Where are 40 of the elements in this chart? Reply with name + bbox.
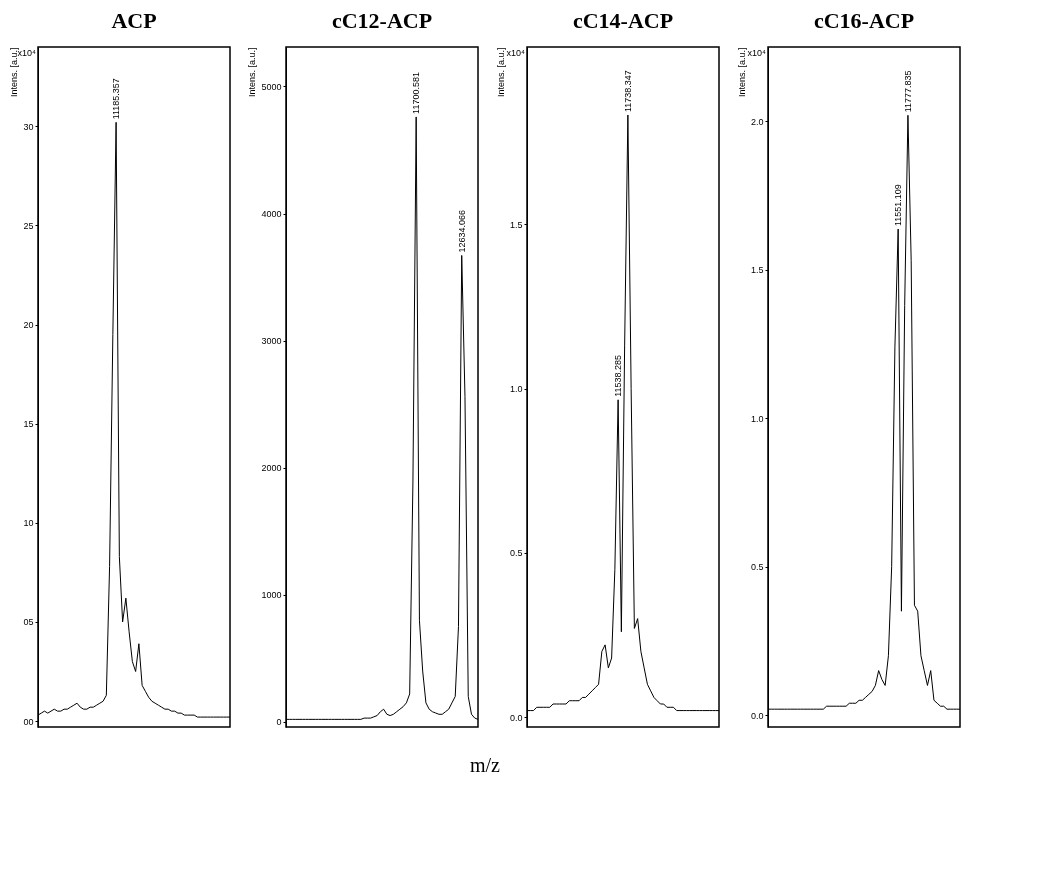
- y-axis-title: Intens. [a.u.]: [495, 47, 506, 98]
- y-tick-label: 15: [23, 419, 34, 430]
- y-tick-label: 0.5: [750, 562, 764, 573]
- y-tick-label: 1.0: [509, 384, 523, 395]
- y-tick-label: 5000: [261, 81, 282, 92]
- y-tick-label: 00: [23, 716, 34, 727]
- text: x10⁴: [747, 48, 767, 58]
- chart-title: cC14-ACP: [572, 8, 674, 33]
- chart-title: cC12-ACP: [331, 8, 433, 33]
- y-tick-label: 1.0: [750, 413, 764, 424]
- chart-title: cC16-ACP: [813, 8, 915, 33]
- y-tick-label: 0.0: [509, 712, 523, 723]
- y-tick-label: 0.0: [750, 710, 764, 721]
- annotation: 11738.347: [622, 70, 633, 112]
- text: x10⁴: [506, 48, 526, 58]
- y-tick-label: 2000: [261, 463, 282, 474]
- y-tick-label: 10: [23, 518, 34, 529]
- y-axis-title: Intens. [a.u.]: [247, 47, 258, 98]
- y-tick-label: 30: [23, 121, 34, 132]
- x-axis-title: m/z: [469, 753, 501, 776]
- y-axis-title: Intens. [a.u.]: [736, 47, 747, 98]
- y-axis-title: Intens. [a.u.]: [9, 47, 20, 98]
- annotation: 12634.066: [456, 209, 467, 253]
- annotation: 11538.285: [613, 354, 624, 397]
- y-tick-label: 05: [23, 617, 34, 628]
- y-tick-label: 25: [23, 220, 34, 231]
- annotation: 11700.581: [411, 72, 422, 114]
- y-tick-label: 1000: [261, 590, 282, 601]
- y-tick-label: 4000: [261, 209, 282, 219]
- y-tick-label: 1.5: [750, 265, 764, 276]
- annotation: 11551.109: [893, 184, 904, 227]
- y-tick-label: 3000: [261, 336, 282, 347]
- y-tick-label: 0.5: [509, 548, 523, 559]
- y-tick-label: 20: [23, 320, 34, 331]
- chart-title: ACP: [111, 8, 157, 33]
- y-tick-label: 0: [276, 717, 282, 728]
- y-tick-label: 1.5: [509, 219, 523, 230]
- annotation: 11185.357: [111, 78, 122, 120]
- annotation: 11777.835: [902, 70, 913, 113]
- y-tick-label: 2.0: [750, 116, 764, 127]
